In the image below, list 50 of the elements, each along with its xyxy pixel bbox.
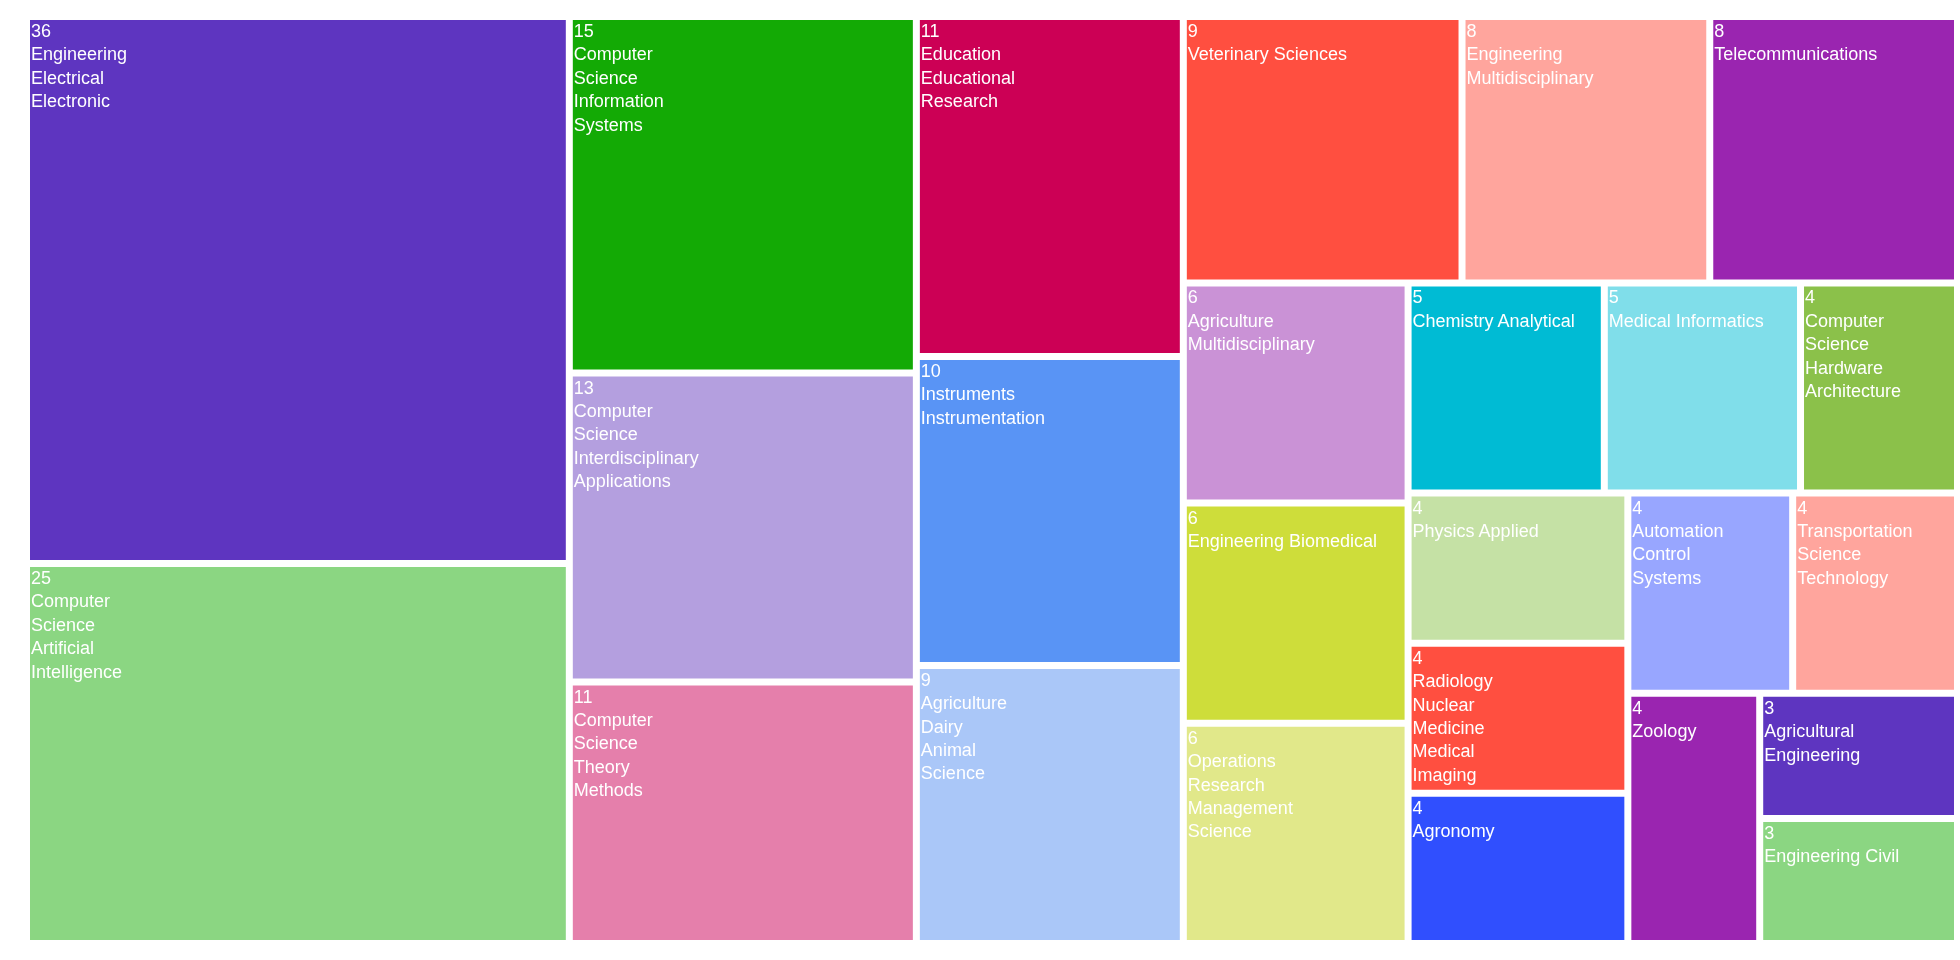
data-label: 13	[573, 377, 594, 398]
data-label: 6	[1187, 727, 1198, 748]
category-label: Agricultural Engineering	[1764, 721, 1861, 765]
category-label: Computer Science Hardware Architecture	[1805, 310, 1902, 401]
category-label: Zoology	[1632, 721, 1697, 742]
data-label: 9	[1187, 21, 1198, 41]
category-label: Medical Informatics	[1608, 310, 1764, 331]
data-label: 4	[1412, 797, 1423, 818]
category-label: Computer Science Theory Methods	[573, 709, 653, 801]
category-label: Physics Applied	[1412, 520, 1539, 541]
category-label: Automation Control Systems	[1632, 520, 1724, 588]
category-label: Education Educational Research	[920, 44, 1015, 112]
data-label: 6	[1187, 287, 1198, 308]
category-label: Engineering Civil	[1764, 846, 1900, 867]
data-label: 6	[1187, 507, 1198, 528]
category-label: Computer Science Information Systems	[573, 44, 664, 135]
data-label: 8	[1714, 21, 1725, 41]
category-label: Agronomy	[1412, 821, 1495, 842]
category-label: Engineering Electrical Electronic	[31, 44, 128, 112]
category-label: Agriculture Dairy Animal Science	[920, 693, 1007, 784]
data-label: 36	[31, 21, 52, 41]
category-label: Computer Science Artificial Intelligence	[31, 591, 123, 682]
category-label: Chemistry Analytical	[1412, 310, 1575, 331]
category-label: Transportation Science Technology	[1797, 520, 1913, 588]
category-label: Radiology Nuclear Medicine Medical Imaging	[1412, 671, 1493, 785]
category-label: Telecommunications	[1714, 44, 1878, 65]
category-label: Instruments Instrumentation	[920, 384, 1045, 428]
data-label: 25	[31, 568, 52, 589]
data-label: 4	[1805, 287, 1816, 308]
data-label: 15	[573, 21, 594, 41]
category-label: Agriculture Multidisciplinary	[1187, 310, 1315, 355]
data-label: 9	[920, 669, 931, 690]
data-label: 3	[1764, 697, 1775, 718]
data-label: 4	[1797, 497, 1808, 518]
data-label: 5	[1608, 287, 1619, 308]
category-label: Engineering Multidisciplinary	[1466, 44, 1594, 88]
data-label: 3	[1764, 822, 1775, 843]
data-label: 4	[1632, 697, 1643, 718]
category-label: Veterinary Sciences	[1187, 44, 1347, 65]
category-label: Computer Science Interdisciplinary Applications	[573, 400, 699, 492]
category-label: Engineering Biomedical	[1187, 530, 1377, 551]
data-label: 4	[1632, 497, 1643, 518]
category-label: Operations Research Management Science	[1187, 751, 1293, 842]
data-label: 11	[920, 21, 940, 41]
data-label: 10	[920, 360, 941, 381]
data-label: 4	[1412, 497, 1423, 518]
data-label: 4	[1412, 647, 1423, 668]
data-label: 11	[573, 686, 593, 707]
data-label: 5	[1412, 287, 1423, 308]
data-label: 8	[1466, 21, 1477, 41]
